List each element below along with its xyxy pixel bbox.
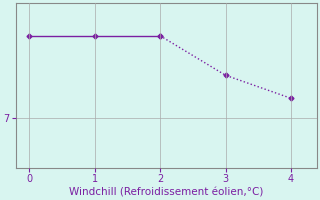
X-axis label: Windchill (Refroidissement éolien,°C): Windchill (Refroidissement éolien,°C) (69, 187, 264, 197)
